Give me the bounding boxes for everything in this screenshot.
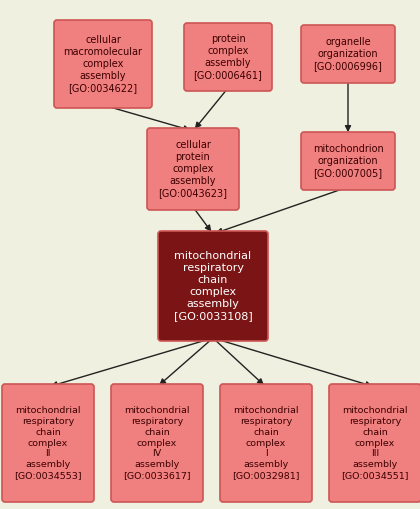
FancyBboxPatch shape <box>2 384 94 502</box>
Text: cellular
macromolecular
complex
assembly
[GO:0034622]: cellular macromolecular complex assembly… <box>63 35 142 93</box>
FancyBboxPatch shape <box>158 231 268 341</box>
FancyBboxPatch shape <box>329 384 420 502</box>
Text: organelle
organization
[GO:0006996]: organelle organization [GO:0006996] <box>314 37 383 71</box>
FancyBboxPatch shape <box>184 23 272 91</box>
Text: mitochondrial
respiratory
chain
complex
I
assembly
[GO:0032981]: mitochondrial respiratory chain complex … <box>232 406 300 480</box>
FancyBboxPatch shape <box>301 132 395 190</box>
Text: mitochondrion
organization
[GO:0007005]: mitochondrion organization [GO:0007005] <box>312 144 383 178</box>
Text: cellular
protein
complex
assembly
[GO:0043623]: cellular protein complex assembly [GO:00… <box>158 140 228 198</box>
Text: mitochondrial
respiratory
chain
complex
III
assembly
[GO:0034551]: mitochondrial respiratory chain complex … <box>341 406 409 480</box>
Text: protein
complex
assembly
[GO:0006461]: protein complex assembly [GO:0006461] <box>194 34 262 80</box>
FancyBboxPatch shape <box>111 384 203 502</box>
Text: mitochondrial
respiratory
chain
complex
II
assembly
[GO:0034553]: mitochondrial respiratory chain complex … <box>14 406 82 480</box>
FancyBboxPatch shape <box>54 20 152 108</box>
FancyBboxPatch shape <box>301 25 395 83</box>
FancyBboxPatch shape <box>147 128 239 210</box>
Text: mitochondrial
respiratory
chain
complex
IV
assembly
[GO:0033617]: mitochondrial respiratory chain complex … <box>123 406 191 480</box>
FancyBboxPatch shape <box>220 384 312 502</box>
Text: mitochondrial
respiratory
chain
complex
assembly
[GO:0033108]: mitochondrial respiratory chain complex … <box>173 251 252 321</box>
